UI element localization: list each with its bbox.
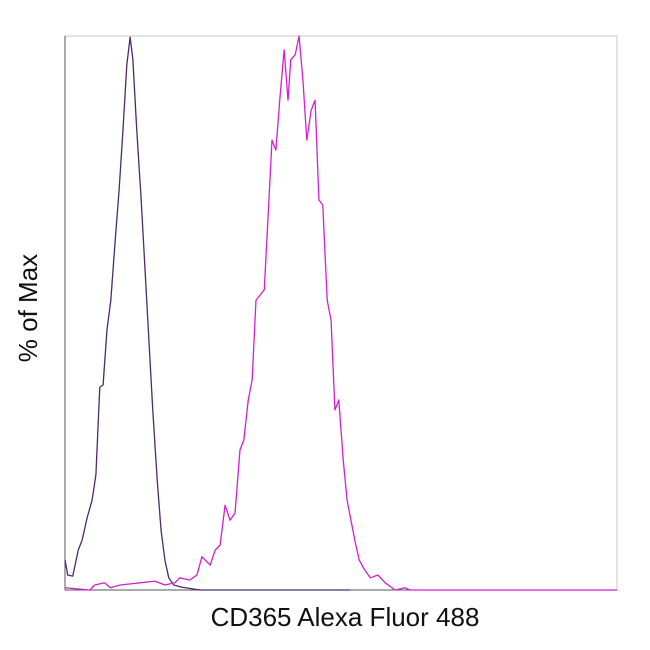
histogram-line: [64, 36, 350, 591]
x-axis-label: CD365 Alexa Fluor 488: [211, 602, 480, 632]
histogram-line: [64, 35, 617, 591]
y-axis-label: % of Max: [13, 254, 43, 362]
